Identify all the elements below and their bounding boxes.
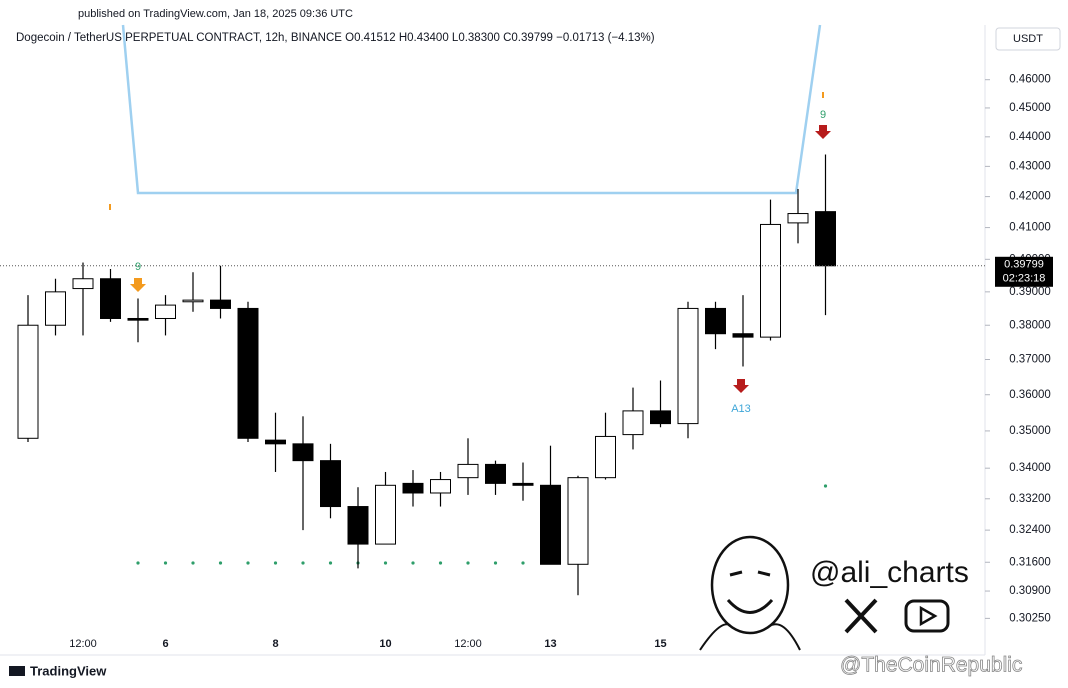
candle-body <box>512 482 534 486</box>
candle-body <box>430 479 451 494</box>
y-tick-label: 0.30900 <box>1009 585 1051 597</box>
y-tick-label: 0.31600 <box>1009 556 1051 568</box>
y-tick-label: 0.30250 <box>1009 612 1051 624</box>
indicator-dot <box>301 561 305 565</box>
y-tick-label: 0.42000 <box>1009 191 1051 203</box>
candle-body <box>650 410 671 425</box>
x-tick-label: 12:00 <box>69 638 97 650</box>
candle-body <box>292 443 314 462</box>
avatar <box>699 535 801 651</box>
candle-body <box>127 317 149 321</box>
watermark: @TheCoinRepublic <box>840 654 1022 677</box>
candle-body <box>237 307 259 439</box>
candle-body <box>815 211 836 267</box>
indicator-dot <box>163 561 168 565</box>
candle-body <box>375 484 396 545</box>
candle-body <box>402 482 424 494</box>
candle-body <box>100 278 121 319</box>
annotation: 9 <box>135 261 141 273</box>
indicator-dot <box>383 561 388 565</box>
y-tick-label: 0.36000 <box>1009 389 1051 401</box>
x-tick-label: 13 <box>544 638 556 650</box>
brand: TradingView <box>30 663 107 678</box>
candle-body <box>485 463 506 484</box>
y-tick-label: 0.37000 <box>1009 354 1051 366</box>
y-tick-label: 0.39000 <box>1009 286 1051 298</box>
candle-body <box>732 333 754 338</box>
candle-body <box>567 477 589 565</box>
y-tick-label: 0.35000 <box>1009 425 1051 437</box>
indicator-dot <box>246 561 250 565</box>
candle-body <box>677 307 699 425</box>
signal-mark <box>109 204 111 210</box>
annotation: A13 <box>731 403 751 415</box>
candle-body <box>760 223 781 338</box>
countdown-label: 02:23:18 <box>1003 273 1046 285</box>
signal-mark <box>822 92 824 98</box>
indicator-dot <box>466 561 470 565</box>
candle-body <box>595 435 616 479</box>
price-tag-label: 0.39799 <box>1004 259 1044 271</box>
x-tick-label: 12:00 <box>454 638 482 650</box>
candle-body <box>210 299 231 309</box>
signal-arrow <box>815 125 831 139</box>
price-tag <box>995 256 1053 287</box>
y-tick-label: 0.38000 <box>1009 319 1051 331</box>
x-tick-label: 10 <box>379 638 391 650</box>
indicator-dot <box>411 561 415 565</box>
indicator-dot <box>823 484 828 488</box>
y-tick-label: 0.44000 <box>1009 131 1051 143</box>
indicator-dot <box>273 561 278 565</box>
candle-body <box>457 463 479 479</box>
candle-body <box>622 410 644 436</box>
y-tick-label: 0.41000 <box>1009 222 1051 234</box>
indicator-dot <box>191 561 195 565</box>
candle-body <box>17 324 39 439</box>
y-tick-label: 0.32400 <box>1009 524 1051 536</box>
candle-body <box>72 278 94 290</box>
indicator-dot <box>136 561 140 565</box>
candle-body <box>45 291 66 326</box>
y-tick-label: 0.34000 <box>1009 462 1051 474</box>
y-tick-label: 0.33200 <box>1009 493 1051 505</box>
currency-label: USDT <box>1013 33 1043 45</box>
candle-body <box>705 307 726 335</box>
candle-body <box>155 304 176 319</box>
signal-arrow <box>733 379 749 393</box>
candle-body <box>182 299 204 303</box>
level-line <box>121 24 822 195</box>
annotation: 9 <box>820 109 826 121</box>
candle-body <box>265 439 286 445</box>
indicator-dot <box>218 561 223 565</box>
chart-title: Dogecoin / TetherUS PERPETUAL CONTRACT, … <box>16 32 655 44</box>
candle-body <box>787 213 809 224</box>
y-tick-label: 0.43000 <box>1009 160 1051 172</box>
social-icons <box>844 598 950 634</box>
brand-logo: TradingView <box>9 663 107 678</box>
signal-arrow <box>130 278 146 292</box>
x-tick-label: 6 <box>162 638 168 650</box>
x-tick-label: 8 <box>272 638 278 650</box>
indicator-dot <box>438 561 443 565</box>
indicator-dot <box>328 561 333 565</box>
candle-body <box>320 460 341 508</box>
y-tick-label: 0.45000 <box>1009 102 1051 114</box>
x-tick-label: 15 <box>654 638 666 650</box>
indicator-dot <box>493 561 498 565</box>
candle-body <box>347 506 369 545</box>
y-tick-label: 0.46000 <box>1009 74 1051 86</box>
candle-body <box>540 484 561 565</box>
published-note: published on TradingView.com, Jan 18, 20… <box>78 8 353 20</box>
indicator-dot <box>521 561 525 565</box>
currency-box <box>995 27 1061 51</box>
watermark: @ali_charts <box>810 556 969 589</box>
